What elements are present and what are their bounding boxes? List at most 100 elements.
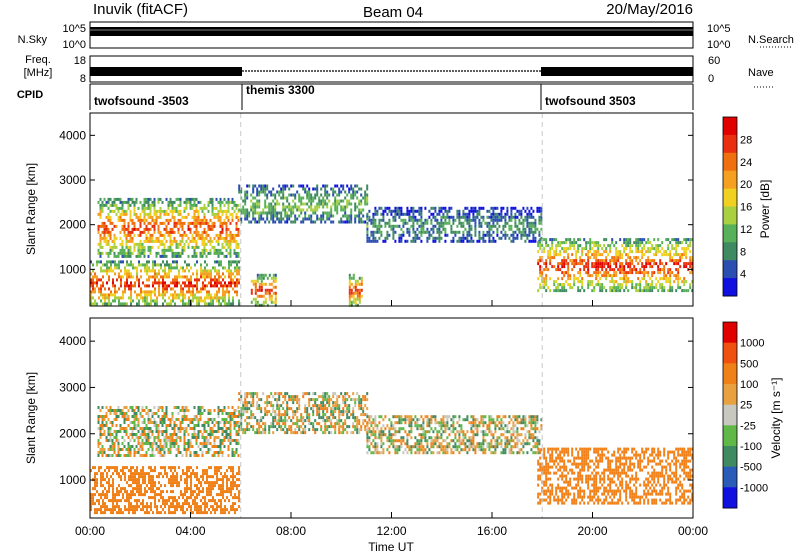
velocity-echo-layer [90,318,694,518]
nave-label: Nave [748,67,774,79]
freq-tick-bottom: 8 [80,73,86,85]
velocity-ylabel: Slant Range [km] [24,372,38,464]
x-axis-label: Time UT [368,540,414,554]
nave-tick-bottom: 0 [708,73,714,85]
power-colorbar-swatch-4 [723,188,737,207]
velocity-colorbar-swatch-1 [723,342,737,364]
velocity-colorbar-tick-0: 1000 [740,338,764,350]
nsky-tick-top: 10^5 [62,23,86,35]
velocity-echo-region-1 [97,406,240,457]
velocity-echo-region-2 [238,392,369,435]
power-colorbar-label: Power [dB] [758,180,772,239]
nsky-tick-bottom: 10^0 [62,39,86,51]
power-ylabel: Slant Range [km] [24,163,38,255]
power-echo-region-0 [97,197,240,258]
nsearch-label: N.Search [748,34,794,46]
power-ytick-label-2: 3000 [59,173,86,187]
freq-unit-label: [MHz] [24,67,53,79]
power-colorbar-tick-0: 28 [740,134,752,146]
date-title: 20/May/2016 [606,1,693,18]
velocity-ytick-label-0: 1000 [59,473,86,487]
cpid-label: CPID [17,89,43,101]
power-colorbar-swatch-0 [723,117,737,136]
cpid-segment-2: themis 3300 [246,83,315,97]
power-colorbar-swatch-3 [723,170,737,190]
power-colorbar-swatch-1 [723,134,737,154]
xtick-label-0: 00:00 [75,524,105,538]
velocity-ytick-label-3: 4000 [59,334,86,348]
velocity-colorbar-tick-2: 100 [740,379,758,391]
power-colorbar-frame [722,116,738,297]
velocity-echo-region-4 [537,447,694,505]
xtick-label-2: 08:00 [276,524,306,538]
power-colorbar-tick-1: 24 [740,157,752,169]
power-colorbar-tick-3: 16 [740,202,752,214]
velocity-colorbar-swatch-4 [723,404,737,426]
power-echo-region-1 [90,260,240,306]
power-colorbar-tick-4: 12 [740,224,752,236]
velocity-colorbar-frame [722,321,738,509]
nsky-label: N.Sky [18,34,48,46]
velocity-colorbar-tick-1: 500 [740,358,758,370]
velocity-frame [89,317,694,519]
nsky-panel: N.Sky 10^5 10^0 10^5 10^0 N.Search [18,21,794,51]
xtick-label-6: 00:00 [678,524,708,538]
velocity-colorbar-swatch-0 [723,322,737,344]
velocity-colorbar-label: Velocity [m s⁻¹] [769,377,783,458]
velocity-colorbar-swatch-5 [723,425,737,447]
velocity-colorbar-swatch-7 [723,466,737,488]
power-echo-region-6 [537,238,694,293]
time-axis: 00:00 04:00 08:00 12:00 16:00 20:00 00:00 [75,524,708,538]
nsky-trace [90,27,693,36]
xtick-label-4: 16:00 [477,524,507,538]
velocity-echo-region-3 [366,415,543,455]
power-echo-region-3 [250,273,277,307]
velocity-echo-region-0 [90,466,240,515]
power-echo-region-5 [366,206,543,243]
velocity-colorbar-swatch-3 [723,384,737,406]
velocity-colorbar-swatch-6 [723,446,737,468]
power-echo-layer [90,113,694,307]
cpid-panel: CPID twofsound -3503 themis 3300 twofsou… [17,83,694,110]
freq-block-1 [90,67,242,76]
nsearch-tick-bottom: 10^0 [707,39,731,51]
xtick-label-5: 20:00 [577,524,607,538]
power-colorbar-swatch-5 [723,206,737,225]
freq-block-2 [541,67,693,76]
power-colorbar-swatch-2 [723,152,737,172]
velocity-colorbar-tick-6: -500 [740,462,762,474]
velocity-colorbar-tick-3: 25 [740,400,752,412]
power-colorbar-tick-2: 20 [740,179,752,191]
freq-panel: Freq. [MHz] 18 8 60 0 Nave [24,54,774,88]
power-colorbar-swatch-7 [723,242,737,261]
power-colorbar-swatch-8 [723,260,737,279]
power-colorbar-swatch-9 [723,278,737,297]
freq-tick-top: 18 [74,55,86,67]
velocity-colorbar-swatch-2 [723,363,737,385]
power-echo-region-4 [348,273,363,307]
power-colorbar-swatch-6 [723,224,737,243]
cpid-segment-1: twofsound -3503 [94,94,189,108]
velocity-colorbar-tick-5: -100 [740,441,762,453]
velocity-colorbar-swatch-8 [723,487,737,509]
nsearch-tick-top: 10^5 [707,23,731,35]
power-ytick-label-0: 1000 [59,262,86,276]
velocity-colorbar-tick-4: -25 [740,420,756,432]
velocity-panel: 1000 2000 3000 4000 Slant Range [km] 1000 50… [24,317,783,519]
xtick-label-1: 04:00 [175,524,205,538]
velocity-ytick-label-1: 2000 [59,427,86,441]
freq-label: Freq. [25,54,51,66]
power-colorbar-tick-6: 4 [740,269,746,281]
power-ytick-label-3: 4000 [59,128,86,142]
station-title: Inuvik (fitACF) [93,1,188,18]
nave-tick-top: 60 [708,55,720,67]
beam-title: Beam 04 [363,4,423,21]
cpid-segment-3: twofsound 3503 [545,94,636,108]
velocity-colorbar-tick-7: -1000 [740,482,768,494]
xtick-label-3: 12:00 [376,524,406,538]
power-ytick-label-1: 2000 [59,218,86,232]
velocity-ytick-label-2: 3000 [59,380,86,394]
power-panel: 1000 2000 3000 4000 Slant Range [km] 28 24 20… [24,112,772,307]
power-echo-region-2 [238,184,369,224]
